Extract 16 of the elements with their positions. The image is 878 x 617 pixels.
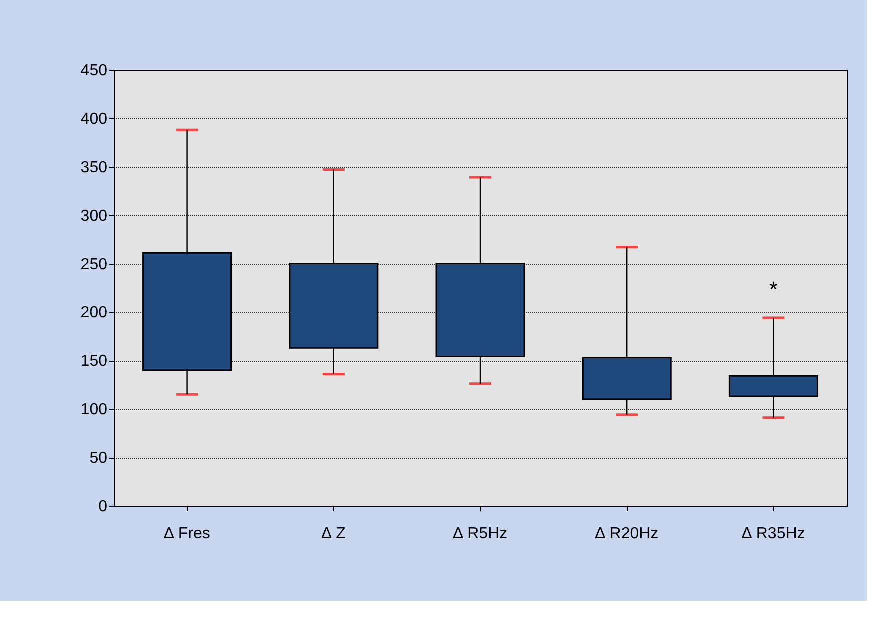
y-tick-label: 50: [90, 450, 108, 468]
y-tick-label: 350: [80, 159, 108, 176]
x-tick-label: ∆ R35Hz: [742, 526, 806, 542]
x-tick-label: ∆ Z: [322, 526, 346, 542]
y-tick-label: 250: [80, 256, 108, 274]
annotation: *: [769, 277, 778, 302]
y-tick-label: 400: [80, 110, 108, 128]
y-tick-label: 150: [80, 353, 108, 370]
x-tick-label: ∆ R5Hz: [453, 526, 508, 542]
y-tick-label: 100: [80, 402, 108, 419]
y-tick-label: 450: [80, 62, 108, 80]
y-tick-label: 0: [98, 498, 108, 516]
y-tick-label: 300: [80, 208, 108, 225]
y-tick-label: 200: [80, 304, 108, 322]
x-tick-label: ∆ Fres: [164, 526, 210, 542]
x-tick-label: ∆ R20Hz: [596, 526, 659, 542]
